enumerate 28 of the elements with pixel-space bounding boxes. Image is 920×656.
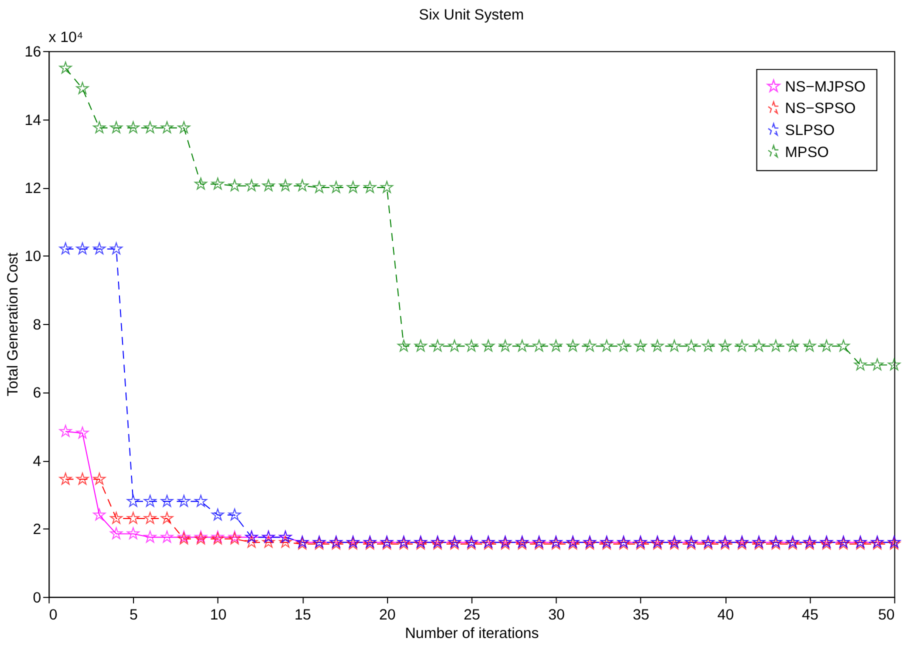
x-tick-label: 20 [379, 607, 396, 624]
x-tick-label: 50 [878, 607, 895, 624]
legend-label: NS−SPSO [785, 101, 856, 118]
y-tick-label: 2 [32, 522, 42, 538]
x-tick-label: 5 [130, 607, 138, 624]
x-tick-label: 0 [49, 607, 58, 624]
y-tick-label: 4 [32, 454, 42, 470]
y-axis-title: Total Generation Cost [6, 252, 22, 396]
x-tick-label: 30 [548, 607, 565, 624]
legend-label: SLPSO [785, 122, 835, 139]
y-tick-label: 6 [32, 386, 42, 402]
legend-label: MPSO [785, 144, 829, 161]
y-tick-label: 10 [24, 249, 42, 266]
y-tick-label: 0 [32, 590, 42, 606]
y-tick-label: 12 [24, 180, 42, 197]
x-tick-label: 10 [210, 607, 227, 624]
y-tick-label: 14 [24, 112, 42, 129]
x-tick-label: 45 [802, 607, 818, 624]
x-tick-label: 40 [717, 607, 734, 624]
x-tick-label: 35 [632, 607, 650, 624]
legend-label: NS−MJPSO [785, 79, 866, 96]
y-tick-label: 16 [24, 44, 42, 61]
x-tick-label: 25 [464, 607, 480, 624]
x-axis-title: Number of iterations [404, 626, 539, 642]
chart-title: Six Unit System [418, 7, 524, 24]
text: x 10⁴ [48, 30, 84, 46]
y-tick-label: 8 [32, 317, 42, 334]
x-tick-label: 15 [294, 607, 312, 624]
